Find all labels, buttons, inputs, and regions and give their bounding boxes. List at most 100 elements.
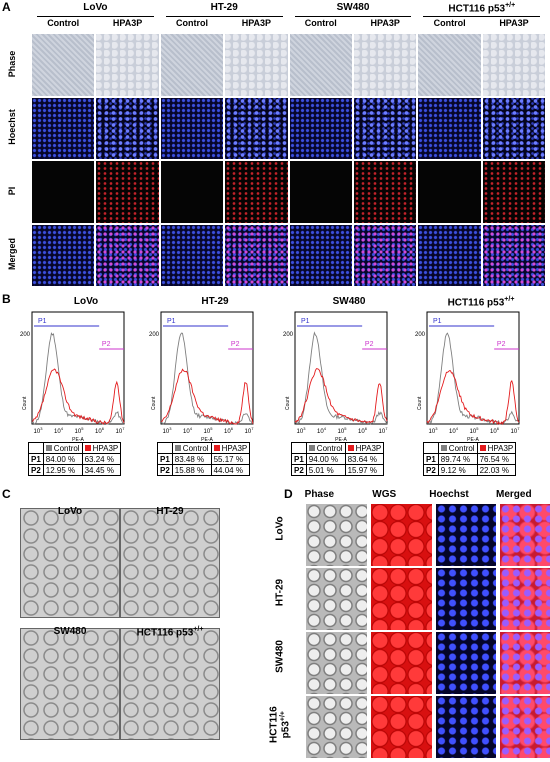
condition-header: HPA3P <box>241 18 272 28</box>
micrograph-pi <box>288 160 353 224</box>
stain-image-phase <box>305 695 368 759</box>
stats-table: Control HPA3P P1 84.00 % 63.24 % P2 12.95 % 34.… <box>28 442 122 476</box>
x-axis-label: PE-A <box>201 437 213 443</box>
condition-header: Control <box>433 18 466 28</box>
micrograph-phase <box>481 33 547 97</box>
legend-treated: HPA3P <box>344 442 385 454</box>
histogram-title: LoVo <box>73 296 99 307</box>
histogram-plot: P1 P2 200 Count 103 104 105 106 107 PE-A <box>20 311 125 443</box>
y-axis-label: Count <box>285 396 291 410</box>
micrograph-merged <box>288 223 353 287</box>
gate-p1-label: P1 <box>433 318 442 325</box>
stain-image-phase <box>305 631 368 695</box>
panel-c-letter: C <box>2 487 11 501</box>
percentage-value: 55.17 % <box>210 453 251 465</box>
x-tick-label: 106 <box>358 426 368 435</box>
row-label: Hoechst <box>7 109 17 146</box>
row-label: HT-29 <box>274 578 286 607</box>
stats-header-row: Control HPA3P <box>291 442 385 454</box>
control-histogram-line <box>294 331 388 425</box>
x-tick-label: 103 <box>297 426 307 435</box>
stain-image-hoechst <box>434 631 498 695</box>
micrograph-phase <box>288 33 353 97</box>
x-tick-label: 105 <box>75 426 85 435</box>
brightfield-image <box>120 628 220 740</box>
stain-image-merged <box>499 503 550 567</box>
x-tick-label: 106 <box>224 426 234 435</box>
treated-histogram-line <box>294 368 388 424</box>
plot-frame <box>160 311 254 425</box>
brightfield-label: HT-29 <box>156 506 184 517</box>
percentage-value: 76.54 % <box>476 453 517 465</box>
micrograph-pi <box>159 160 225 224</box>
micrograph-merged <box>481 223 547 287</box>
micrograph-phase <box>159 33 225 97</box>
column-header: WGS <box>372 489 397 500</box>
gate-p2-label: P2 <box>231 341 240 348</box>
condition-header: HPA3P <box>370 18 400 28</box>
percentage-value: 22.03 % <box>476 464 517 476</box>
cell-line-header: LoVo <box>83 2 108 13</box>
brightfield-image <box>120 508 220 618</box>
micrograph-phase <box>95 33 160 97</box>
y-axis-label: Count <box>151 396 157 410</box>
x-tick-label: 104 <box>317 426 327 435</box>
condition-header: HPA3P <box>499 18 529 28</box>
percentage-value: 94.00 % <box>305 453 346 465</box>
micrograph-merged <box>417 223 482 287</box>
plot-frame <box>294 311 388 425</box>
micrograph-hoechst <box>31 96 96 160</box>
brightfield-image <box>20 508 120 618</box>
gate-label: P1 <box>157 453 173 465</box>
gate-label: P1 <box>28 453 44 465</box>
gate-label: P2 <box>423 464 439 476</box>
histogram-plot: P1 P2 200 Count 103 104 105 106 107 PE-A <box>283 311 389 443</box>
micrograph-merged <box>353 223 418 287</box>
legend-control: Control <box>437 442 478 454</box>
micrograph-hoechst <box>159 96 225 160</box>
histogram-title: HT-29 <box>201 296 229 307</box>
micrograph-hoechst <box>353 96 418 160</box>
x-tick-label: 107 <box>511 426 521 435</box>
column-header: Hoechst <box>429 489 469 500</box>
panel-b-letter: B <box>2 292 11 306</box>
header-underline <box>37 16 154 17</box>
treated-histogram-line <box>31 368 125 425</box>
histogram-plot: P1 P2 200 Count 103 104 105 106 107 PE-A <box>149 311 255 443</box>
percentage-value: 34.45 % <box>81 464 122 476</box>
x-tick-label: 107 <box>379 426 389 435</box>
x-tick-label: 105 <box>470 426 480 435</box>
percentage-value: 44.04 % <box>210 464 251 476</box>
micrograph-phase <box>224 33 289 97</box>
stain-image-wgs <box>369 631 433 695</box>
condition-header: HPA3P <box>112 18 143 28</box>
stats-header-row: Control HPA3P <box>28 442 122 454</box>
stain-image-phase <box>305 503 368 567</box>
micrograph-phase <box>31 33 96 97</box>
percentage-value: 15.97 % <box>344 464 385 476</box>
percentage-value: 63.24 % <box>81 453 122 465</box>
stain-image-merged <box>499 631 550 695</box>
micrograph-phase <box>353 33 418 97</box>
x-tick-label: 107 <box>245 426 255 435</box>
condition-header: Control <box>175 18 208 28</box>
legend-treated: HPA3P <box>476 442 517 454</box>
micrograph-pi <box>417 160 482 224</box>
micrograph-hoechst <box>481 96 547 160</box>
micrograph-hoechst <box>417 96 482 160</box>
condition-header: Control <box>47 18 80 28</box>
row-label: Merged <box>7 238 17 271</box>
y-axis-label: Count <box>417 396 423 410</box>
x-axis-label: PE-A <box>467 437 479 443</box>
y-tick-label: 200 <box>149 332 160 338</box>
row-label: SW480 <box>274 640 286 673</box>
legend-control: Control <box>171 442 212 454</box>
percentage-value: 15.88 % <box>171 464 212 476</box>
stats-row: P2 15.88 % 44.04 % <box>157 464 251 476</box>
micrograph-merged <box>159 223 225 287</box>
stain-image-wgs <box>369 567 433 631</box>
plot-frame <box>31 311 125 425</box>
gate-label: P2 <box>28 464 44 476</box>
row-label: LoVo <box>274 516 286 541</box>
x-tick-label: 106 <box>95 426 105 435</box>
